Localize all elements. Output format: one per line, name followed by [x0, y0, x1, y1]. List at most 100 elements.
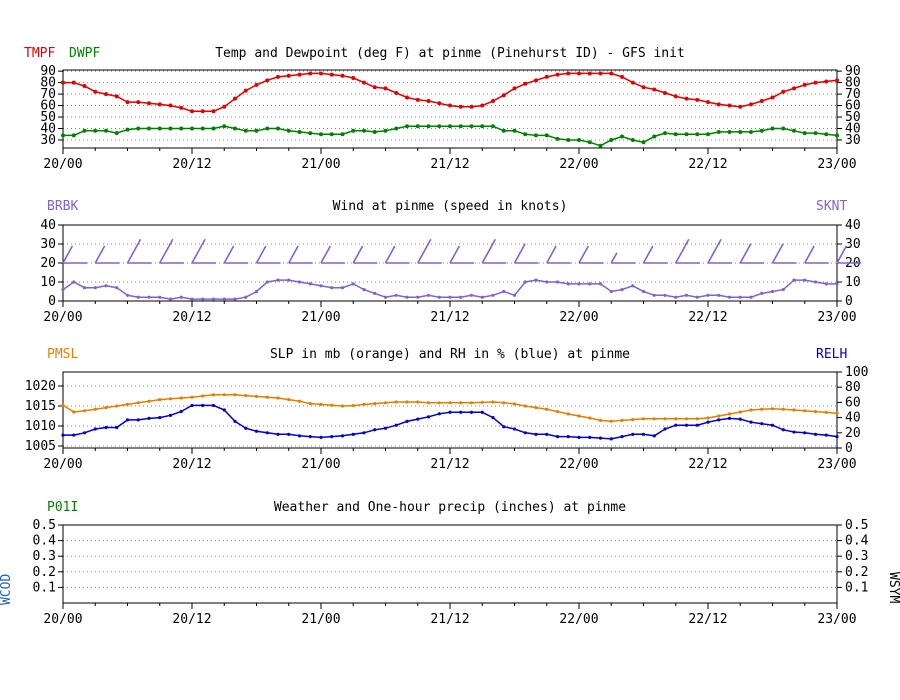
relh-point [254, 429, 259, 433]
wind-barb [255, 245, 281, 264]
wind-barb-staff [771, 243, 784, 264]
pmsl-point [545, 407, 549, 411]
x-tick-label: 22/00 [559, 310, 598, 325]
x-tick-label: 21/12 [430, 310, 469, 325]
y-tick-label-right: 40 [845, 218, 861, 233]
pmsl-point [448, 401, 452, 405]
pmsl-point [416, 400, 420, 404]
tmpf-point [555, 72, 560, 77]
pmsl-point [781, 407, 785, 411]
y-tick-label-right: 0.3 [845, 549, 868, 564]
sknt-point [738, 295, 742, 299]
relh-point [727, 416, 732, 420]
y-tick-label-left: 70 [40, 87, 56, 102]
wind-barb [771, 243, 797, 264]
sknt-point [803, 278, 807, 282]
pmsl-point [362, 402, 366, 406]
wind-barb [578, 245, 603, 264]
pmsl-point [749, 408, 753, 412]
tmpf-point [286, 73, 291, 78]
slp-title: SLP in mb (orange) and RH in % (blue) at… [270, 347, 630, 362]
relh-point [695, 423, 699, 427]
precip-side-label-wsym: WSYM [886, 572, 900, 603]
y-tick-label-right: 20 [845, 426, 861, 441]
x-tick-label: 20/00 [43, 457, 82, 472]
relh-point [168, 413, 173, 417]
pmsl-point [480, 400, 484, 404]
relh-point [437, 412, 441, 416]
pmsl-point [738, 410, 742, 414]
dwpf-point [738, 129, 743, 134]
wind-barb-staff [417, 238, 432, 264]
relh-point [190, 403, 194, 408]
pmsl-point [201, 394, 205, 398]
sknt-point [770, 289, 775, 294]
pmsl-line [62, 394, 838, 422]
wind-barb [223, 245, 249, 264]
pmsl-point [652, 417, 656, 421]
dwpf-point [695, 132, 700, 137]
relh-point [566, 435, 570, 439]
pmsl-point [674, 417, 678, 421]
dwpf-point [652, 134, 657, 139]
relh-point [652, 434, 656, 438]
dwpf-point [200, 126, 205, 131]
dwpf-point [544, 133, 549, 138]
tmpf-point [695, 97, 700, 102]
tmpf-point [652, 87, 657, 92]
dwpf-point [319, 132, 323, 137]
sknt-point [523, 280, 527, 284]
pmsl-point [609, 419, 613, 423]
tmpf-point [351, 76, 356, 81]
wind-barb-staff [610, 252, 618, 264]
dwpf-point [663, 131, 667, 136]
x-tick-label: 22/12 [688, 457, 727, 472]
sknt-point [588, 282, 592, 286]
relh-point [781, 428, 785, 432]
temp-plot-frame [62, 69, 838, 149]
pmsl-point [588, 416, 592, 420]
sknt-point [383, 295, 388, 299]
sknt-point [706, 293, 710, 297]
pmsl-point [512, 402, 517, 406]
tmpf-point [265, 78, 270, 83]
dwpf-point [792, 128, 796, 133]
pmsl-point [620, 418, 624, 422]
tmpf-point [147, 101, 151, 106]
relh-point [104, 425, 108, 430]
dwpf-point [587, 140, 592, 145]
relh-point [82, 431, 87, 435]
tmpf-point [71, 80, 76, 85]
pmsl-point [706, 416, 710, 420]
relh-point [158, 416, 162, 420]
sknt-point [287, 278, 291, 282]
dwpf-point [286, 128, 291, 133]
dwpf-point [157, 126, 162, 131]
wind-barb-staff [255, 245, 267, 264]
wind-series [61, 238, 861, 301]
dwpf-point [458, 124, 463, 129]
dwpf-point [501, 128, 506, 133]
relh-point [620, 435, 624, 439]
precip-side-label-wcod: WCOD [0, 574, 14, 605]
pmsl-point [717, 414, 721, 418]
dwpf-point [394, 126, 399, 131]
tmpf-point [566, 71, 571, 76]
sknt-point [158, 295, 162, 299]
tmpf-point [641, 85, 646, 90]
pmsl-point [502, 401, 506, 405]
sknt-point [93, 286, 97, 290]
y-tick-label-right: 0.2 [845, 565, 868, 580]
y-tick-label-left: 0.3 [33, 549, 56, 564]
relh-point [706, 420, 710, 424]
y-tick-label-right: 0.4 [845, 534, 869, 549]
tmpf-point [211, 109, 216, 114]
relh-point [803, 431, 807, 435]
y-tick-label-left: 0.2 [33, 565, 56, 580]
sknt-point [319, 284, 323, 288]
wind-barb [352, 245, 378, 264]
wind-barb [94, 245, 120, 264]
tmpf-point [620, 74, 624, 79]
pmsl-point [136, 401, 140, 405]
